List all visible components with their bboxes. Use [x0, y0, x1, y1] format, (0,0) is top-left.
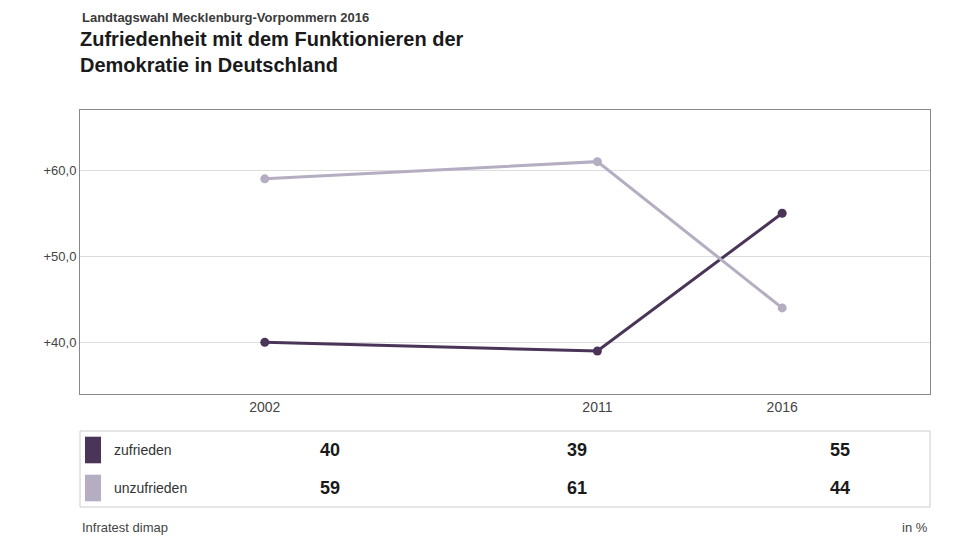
svg-text:+50,0: +50,0 — [43, 249, 76, 264]
svg-text:55: 55 — [830, 440, 850, 460]
svg-text:44: 44 — [830, 478, 850, 498]
svg-text:unzufrieden: unzufrieden — [114, 480, 187, 496]
svg-text:2002: 2002 — [249, 399, 280, 415]
svg-text:59: 59 — [320, 478, 340, 498]
svg-text:2011: 2011 — [582, 399, 612, 415]
svg-text:40: 40 — [320, 440, 340, 460]
svg-text:in %: in % — [902, 520, 928, 535]
svg-text:39: 39 — [567, 440, 587, 460]
svg-text:+60,0: +60,0 — [43, 163, 76, 178]
svg-text:+40,0: +40,0 — [43, 335, 76, 350]
svg-text:zufrieden: zufrieden — [114, 442, 172, 458]
svg-text:Landtagswahl Mecklenburg-Vorpo: Landtagswahl Mecklenburg-Vorpommern 2016 — [82, 10, 369, 25]
svg-text:2016: 2016 — [767, 399, 798, 415]
svg-text:Zufriedenheit mit dem Funktion: Zufriedenheit mit dem Funktionieren derD… — [80, 28, 464, 76]
svg-text:Infratest dimap: Infratest dimap — [82, 520, 168, 535]
svg-text:61: 61 — [567, 478, 587, 498]
